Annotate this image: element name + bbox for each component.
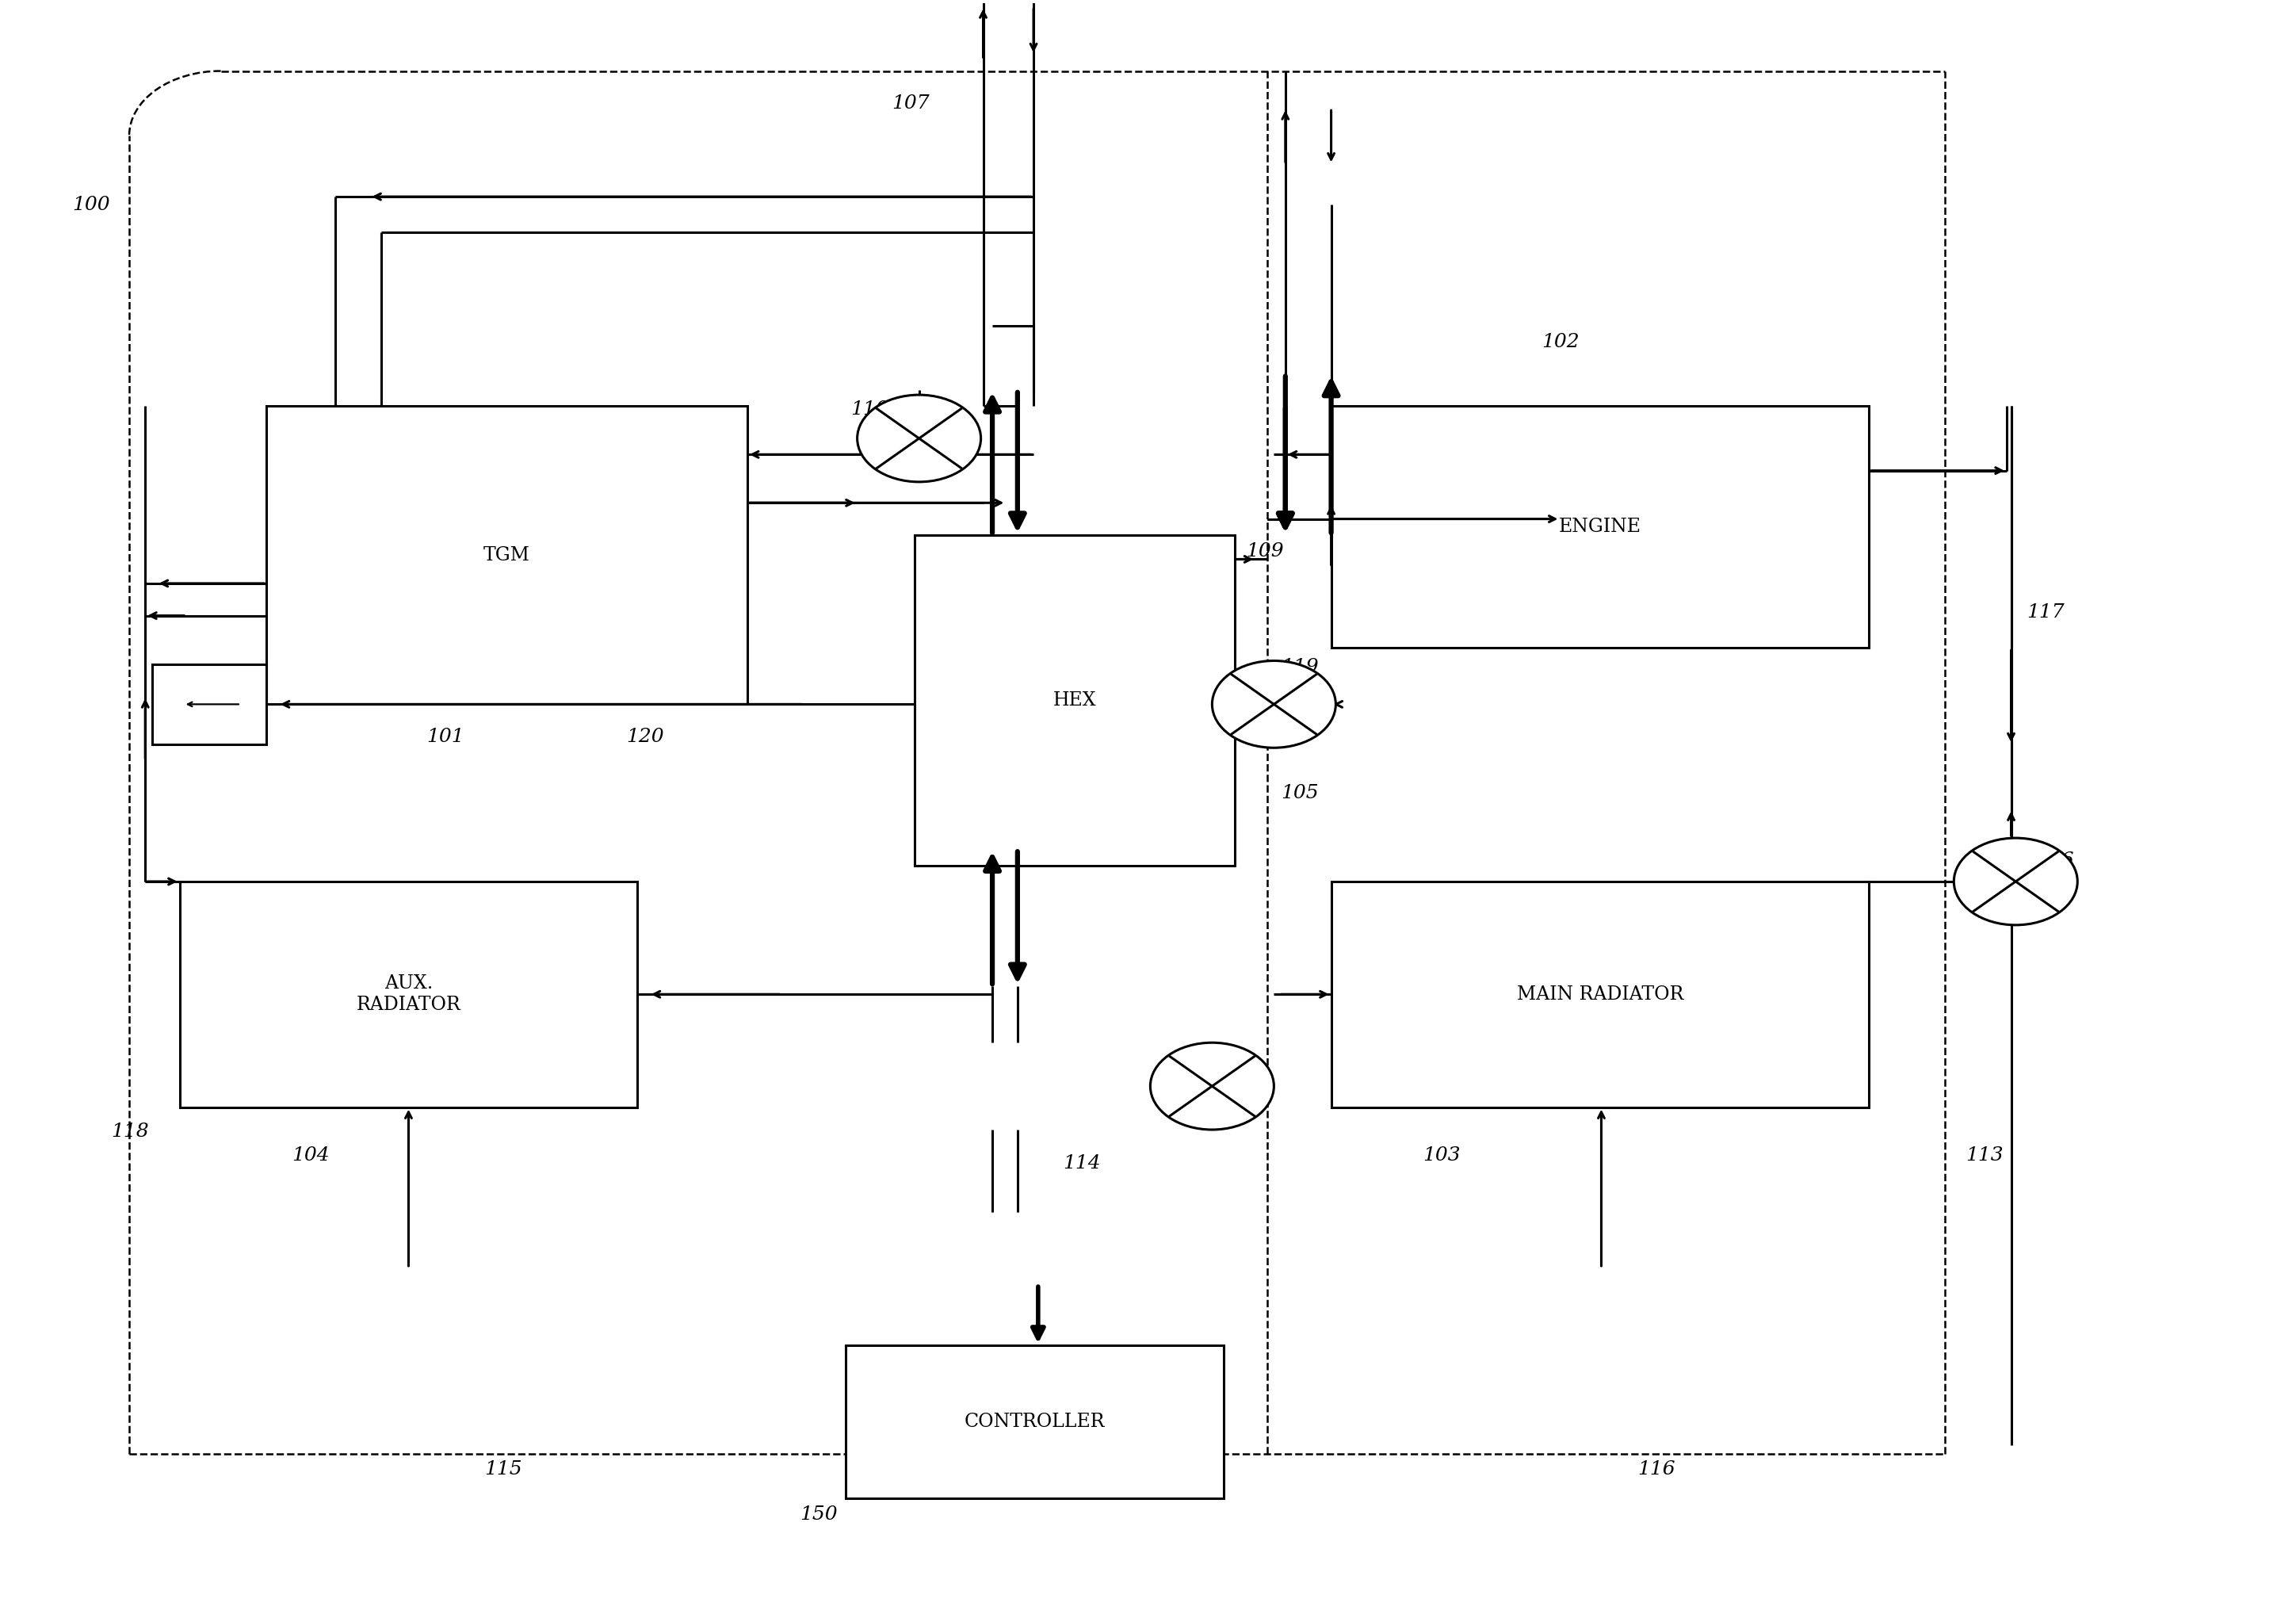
Circle shape bbox=[856, 395, 980, 482]
Text: 117: 117 bbox=[2027, 604, 2064, 621]
Text: 119: 119 bbox=[1281, 659, 1318, 676]
Bar bbox=[266, 406, 748, 704]
Text: 116: 116 bbox=[1637, 1461, 1676, 1479]
Bar bbox=[914, 536, 1235, 866]
Text: 101: 101 bbox=[427, 728, 464, 746]
Circle shape bbox=[1954, 838, 2078, 925]
Text: 120: 120 bbox=[627, 728, 664, 746]
Text: MAIN RADIATOR: MAIN RADIATOR bbox=[1518, 985, 1683, 1003]
Text: TGM: TGM bbox=[484, 547, 530, 565]
Text: 104: 104 bbox=[292, 1146, 331, 1165]
Text: 106: 106 bbox=[2037, 851, 2073, 870]
Text: ENGINE: ENGINE bbox=[1559, 518, 1642, 536]
Text: 110: 110 bbox=[850, 400, 889, 419]
Text: HEX: HEX bbox=[1054, 691, 1097, 709]
Text: 115: 115 bbox=[484, 1461, 521, 1479]
Text: 105: 105 bbox=[1281, 783, 1318, 803]
Text: 108: 108 bbox=[1247, 704, 1283, 722]
Text: 150: 150 bbox=[799, 1506, 838, 1524]
Text: CONTROLLER: CONTROLLER bbox=[964, 1413, 1104, 1432]
Text: AUX.
RADIATOR: AUX. RADIATOR bbox=[356, 974, 461, 1014]
Text: 100: 100 bbox=[71, 196, 110, 214]
Bar bbox=[1332, 406, 1869, 647]
Bar bbox=[845, 1346, 1224, 1498]
Bar bbox=[179, 882, 638, 1107]
Bar bbox=[152, 663, 266, 744]
Text: 121: 121 bbox=[186, 704, 225, 722]
Circle shape bbox=[1212, 660, 1336, 748]
Text: 103: 103 bbox=[1424, 1146, 1460, 1165]
Text: 102: 102 bbox=[1543, 333, 1580, 351]
Text: 107: 107 bbox=[891, 94, 930, 112]
Text: 109: 109 bbox=[1247, 542, 1283, 560]
Circle shape bbox=[1150, 1042, 1274, 1129]
Bar bbox=[1332, 882, 1869, 1107]
Text: 112: 112 bbox=[1176, 1074, 1212, 1092]
Text: 114: 114 bbox=[1063, 1154, 1102, 1173]
Text: 118: 118 bbox=[110, 1123, 149, 1141]
Text: 113: 113 bbox=[1965, 1146, 2002, 1165]
